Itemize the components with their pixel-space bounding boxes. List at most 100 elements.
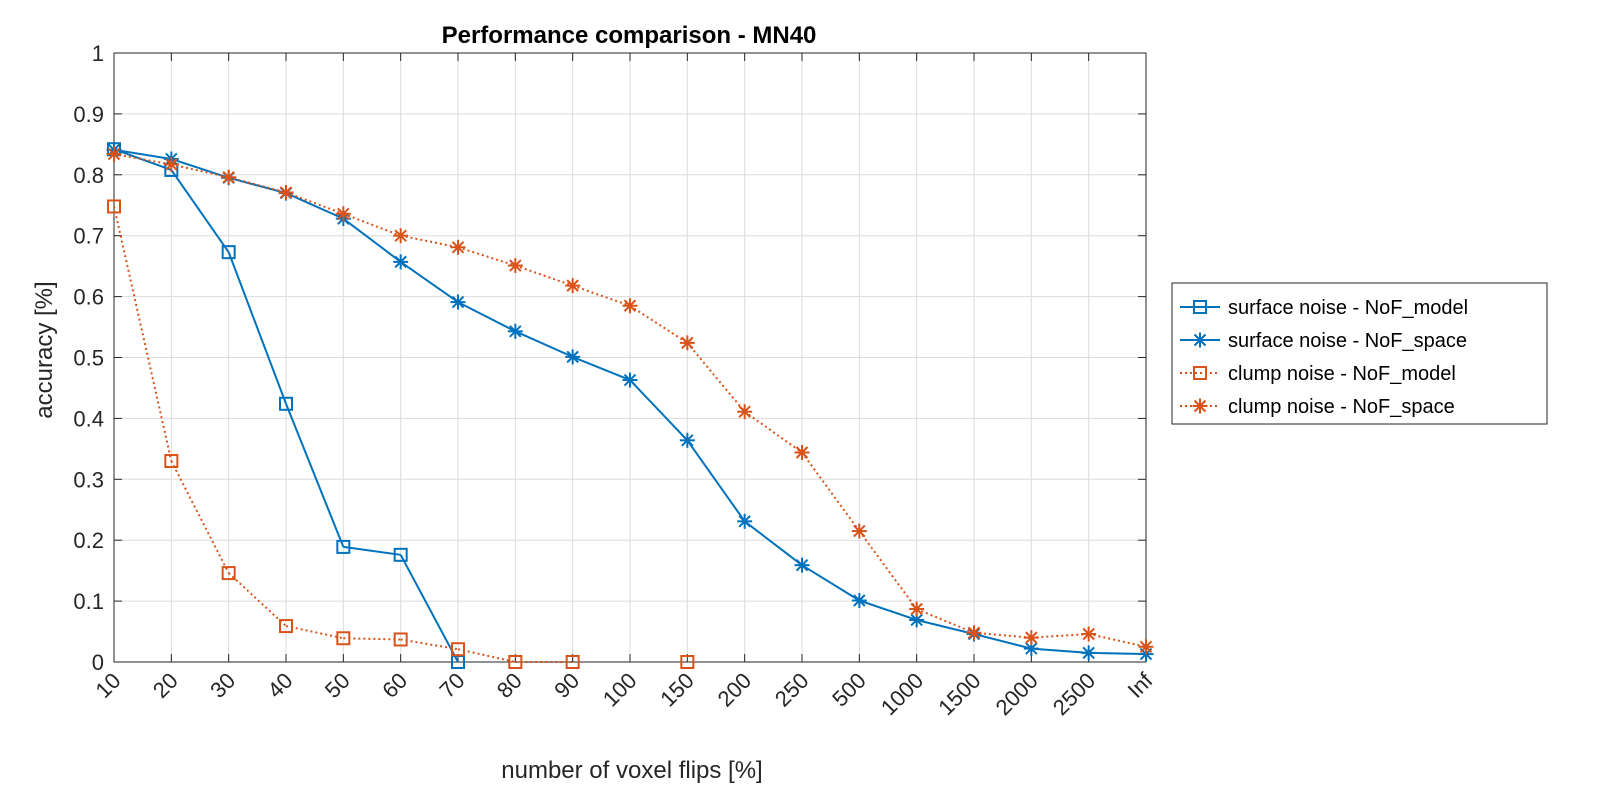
data-point: [164, 454, 179, 469]
series-line-segment: [686, 439, 746, 522]
legend-box: [1171, 282, 1548, 425]
series-line-segment: [1088, 651, 1147, 656]
data-point: [565, 349, 581, 365]
data-point: [221, 169, 237, 185]
series-line-segment: [801, 564, 860, 602]
legend-marker: [1193, 300, 1207, 314]
data-point: [393, 632, 408, 647]
series-line-segment: [973, 633, 1032, 650]
series-line-segment: [285, 192, 344, 220]
series-line-segment: [916, 608, 975, 634]
series-line-segment: [399, 554, 459, 663]
y-tick-label: 0.3: [73, 467, 104, 492]
data-point: [279, 396, 293, 411]
data-point: [1138, 639, 1154, 655]
data-point: [966, 625, 982, 641]
data-point: [336, 631, 351, 646]
data-point: [450, 294, 466, 310]
series-line-segment: [285, 403, 345, 548]
data-point: [794, 557, 810, 573]
legend-marker: [1193, 366, 1207, 380]
series-line-segment: [629, 304, 688, 344]
data-point: [622, 372, 638, 388]
legend-label: clump noise - NoF_space: [1228, 396, 1455, 418]
data-point: [451, 642, 465, 657]
y-tick-label: 0.4: [73, 406, 104, 431]
series-line-segment: [859, 599, 917, 621]
data-point: [335, 206, 351, 222]
y-tick-label: 0.5: [73, 346, 104, 371]
data-point: [737, 404, 753, 420]
series-line-segment: [285, 191, 344, 215]
series-line-segment: [343, 545, 401, 556]
data-point: [221, 245, 236, 260]
legend-label: clump noise - NoF_model: [1228, 363, 1456, 385]
data-point: [622, 298, 638, 314]
data-point: [107, 199, 121, 214]
data-point: [507, 323, 523, 339]
data-point: [393, 547, 408, 562]
data-point: [221, 566, 236, 581]
data-point: [106, 146, 122, 162]
series-line-segment: [744, 410, 803, 454]
data-point: [278, 184, 294, 200]
series-line-segment: [629, 379, 689, 442]
series-line-segment: [113, 206, 173, 462]
series-line-segment: [400, 261, 459, 303]
legend-item: clump noise - NoF_model: [1180, 363, 1456, 385]
legend-item: surface noise - NoF_model: [1180, 297, 1468, 319]
y-tick-label: 0.8: [73, 163, 104, 188]
series-line-segment: [227, 251, 287, 405]
data-point: [565, 278, 581, 294]
legend-item: surface noise - NoF_space: [1180, 330, 1467, 352]
y-tick-label: 0.1: [73, 589, 104, 614]
data-point: [163, 156, 179, 172]
y-tick-label: 0.7: [73, 224, 104, 249]
series-3: [107, 199, 695, 669]
data-point: [679, 335, 695, 351]
series-line-segment: [457, 301, 516, 333]
chart-title: Performance comparison - MN40: [442, 22, 817, 49]
legend-item: clump noise - NoF_space: [1180, 396, 1455, 418]
y-tick-label: 0.6: [73, 285, 104, 310]
series-line-segment: [801, 451, 861, 532]
series-line-segment: [744, 520, 803, 566]
series-line-segment: [171, 158, 229, 179]
data-point: [279, 619, 293, 634]
y-axis: 0 0.1 0.2 0.3 0.4 0.5 0.6 0.7 0.8 0.9 1: [73, 41, 1146, 675]
data-point: [1081, 626, 1097, 642]
legend-label: surface noise - NoF_model: [1228, 297, 1468, 319]
series-line-segment: [916, 619, 975, 635]
data-point: [336, 539, 351, 554]
data-point: [851, 592, 867, 608]
data-point: [679, 432, 695, 448]
y-tick-label: 1: [92, 41, 104, 66]
data-point: [450, 239, 466, 255]
series-line-segment: [457, 246, 516, 267]
data-point: [507, 258, 523, 274]
series-line-segment: [1031, 647, 1089, 654]
series-line-segment: [113, 148, 172, 160]
series-line-segment: [227, 572, 287, 627]
data-point: [794, 445, 810, 461]
series-layer: [106, 142, 1154, 669]
data-point: [565, 655, 580, 669]
series-line-segment: [858, 530, 918, 610]
data-point: [508, 655, 523, 669]
data-point: [851, 523, 867, 539]
legend-label: surface noise - NoF_space: [1228, 330, 1467, 352]
data-point: [393, 254, 409, 270]
data-point: [1023, 630, 1039, 646]
data-point: [393, 228, 409, 244]
series-1: [107, 142, 465, 669]
series-line-segment: [514, 330, 574, 358]
legend-marker: [1192, 398, 1208, 414]
y-tick-label: 0.2: [73, 528, 104, 553]
series-line-segment: [170, 460, 230, 574]
legend-marker: [1192, 332, 1208, 348]
series-line-segment: [572, 355, 631, 381]
data-point: [1081, 645, 1097, 661]
y-tick-label: 0: [92, 650, 104, 675]
